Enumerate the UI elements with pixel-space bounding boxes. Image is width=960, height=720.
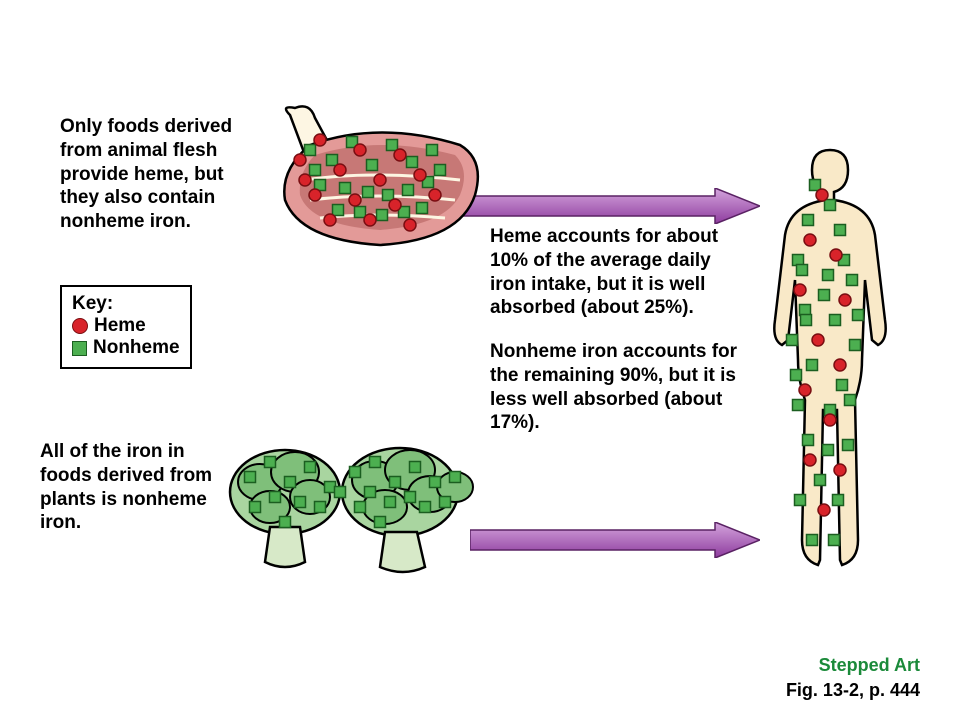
arrow-meat-to-body [460, 188, 760, 224]
heme-dot-icon [72, 318, 88, 334]
text-nonheme-absorb: Nonheme iron accounts for the remaining … [490, 340, 750, 435]
figure-label: Fig. 13-2, p. 444 [786, 680, 920, 701]
human-body-illustration [740, 140, 920, 590]
key-legend: Key: Heme Nonheme [60, 285, 192, 369]
key-title: Key: [72, 293, 180, 315]
key-heme-label: Heme [94, 315, 146, 337]
text-plant: All of the iron in foods derived from pl… [40, 440, 240, 535]
text-heme-absorb: Heme accounts for about 10% of the avera… [490, 225, 750, 320]
key-nonheme-row: Nonheme [72, 337, 180, 359]
key-heme-row: Heme [72, 315, 180, 337]
meat-illustration [260, 100, 500, 270]
broccoli-illustration [215, 432, 515, 602]
stepped-art-label: Stepped Art [819, 655, 920, 676]
nonheme-square-icon [72, 341, 87, 356]
key-nonheme-label: Nonheme [93, 337, 180, 359]
text-animal: Only foods derived from animal flesh pro… [60, 115, 260, 234]
